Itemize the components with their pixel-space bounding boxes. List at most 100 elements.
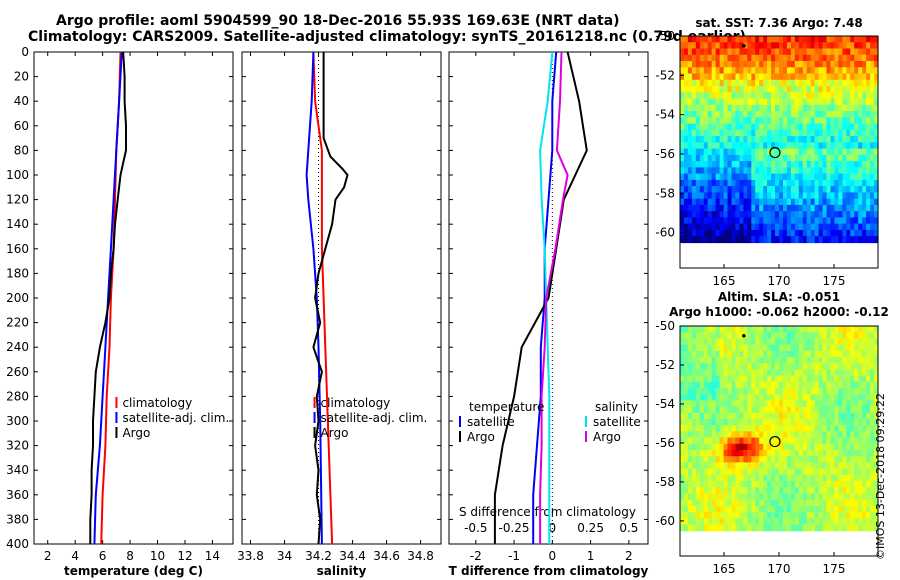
map-cell xyxy=(798,419,804,426)
map-cell xyxy=(759,79,764,87)
map-cell xyxy=(818,406,824,414)
map-cell xyxy=(838,450,843,457)
map-cell xyxy=(842,104,847,112)
map-cell xyxy=(862,211,867,219)
map-cell xyxy=(802,129,808,137)
map-cell xyxy=(783,223,788,231)
map-cell xyxy=(826,375,832,383)
map-y-tick-label: -50 xyxy=(655,29,675,43)
map-cell xyxy=(866,400,871,408)
map-cell xyxy=(854,381,859,389)
map-cell xyxy=(783,229,788,237)
map-cell xyxy=(802,79,808,87)
map-cell xyxy=(779,512,784,519)
map-cell xyxy=(739,406,744,414)
map-cell xyxy=(842,512,847,519)
map-cell xyxy=(870,73,875,81)
map-cell xyxy=(874,217,879,225)
map-cell xyxy=(687,326,693,333)
map-cell xyxy=(691,363,697,370)
map-cell xyxy=(870,400,875,408)
map-cell xyxy=(747,36,752,43)
map-cell xyxy=(684,229,689,237)
map-cell xyxy=(743,61,748,68)
map-cell xyxy=(870,419,875,426)
map-cell xyxy=(838,167,843,175)
map-cell xyxy=(834,154,839,162)
map-cell xyxy=(707,344,713,352)
map-cell xyxy=(719,456,725,463)
map-cell xyxy=(759,499,764,507)
map-cell xyxy=(699,54,705,62)
map-cell xyxy=(786,344,792,352)
map-cell xyxy=(838,198,843,206)
map-cell xyxy=(854,357,859,364)
map-cell xyxy=(739,369,744,377)
map-cell xyxy=(719,406,725,414)
map-cell xyxy=(775,123,780,131)
map-cell xyxy=(790,204,796,212)
map-cell xyxy=(830,431,836,439)
map-cell xyxy=(810,443,816,451)
map-cell xyxy=(723,236,729,244)
map-cell xyxy=(786,36,792,43)
map-cell xyxy=(830,332,836,339)
map-cell xyxy=(723,344,729,352)
map-cell xyxy=(794,129,800,137)
map-cell xyxy=(838,388,843,395)
map-cell xyxy=(830,518,836,526)
map-cell xyxy=(735,363,740,370)
map-cell xyxy=(826,148,832,156)
map-cell xyxy=(818,437,824,445)
map-cell xyxy=(680,117,685,125)
map-cell xyxy=(834,332,839,339)
map-cell xyxy=(794,493,800,501)
map-cell xyxy=(699,381,705,389)
map-cell xyxy=(715,104,721,112)
map-cell xyxy=(775,161,780,168)
map-cell xyxy=(858,412,863,420)
map-cell xyxy=(810,425,816,432)
x-axis-label: salinity xyxy=(317,564,367,578)
map-cell xyxy=(735,524,740,532)
map-cell xyxy=(727,425,733,432)
map-cell xyxy=(822,236,828,244)
map-cell xyxy=(695,98,701,106)
map-cell xyxy=(763,136,768,143)
map-cell xyxy=(707,363,713,370)
x-tick-label: 34 xyxy=(277,549,292,563)
map-cell xyxy=(687,443,693,451)
map-cell xyxy=(826,229,832,237)
map-cell xyxy=(703,192,709,200)
map-cell xyxy=(790,117,796,125)
map-cell xyxy=(763,338,768,346)
map-cell xyxy=(687,48,693,56)
map-cell xyxy=(739,326,744,333)
map-cell xyxy=(711,204,717,212)
map-cell xyxy=(751,54,756,62)
map-cell xyxy=(854,518,859,526)
map-cell xyxy=(711,375,717,383)
map-cell xyxy=(684,357,689,364)
map-cell xyxy=(703,161,709,168)
map-cell xyxy=(715,474,721,482)
map-cell xyxy=(846,236,851,244)
map-cell xyxy=(854,36,859,43)
map-cell xyxy=(779,42,784,50)
map-cell xyxy=(763,431,768,439)
map-cell xyxy=(810,167,816,175)
map-cell xyxy=(723,369,729,377)
map-cell xyxy=(846,223,851,231)
map-cell xyxy=(687,487,693,494)
map-cell xyxy=(771,136,776,143)
map-x-tick-label: 175 xyxy=(823,274,846,288)
map-cell xyxy=(771,462,776,470)
map-cell xyxy=(735,61,740,68)
map-cell xyxy=(755,92,760,100)
map-cell xyxy=(751,357,756,364)
map-y-tick-label: -58 xyxy=(655,475,675,489)
map-cell xyxy=(723,223,729,231)
map-cell xyxy=(735,92,740,100)
map-cell xyxy=(767,167,772,175)
map-cell xyxy=(763,468,768,476)
